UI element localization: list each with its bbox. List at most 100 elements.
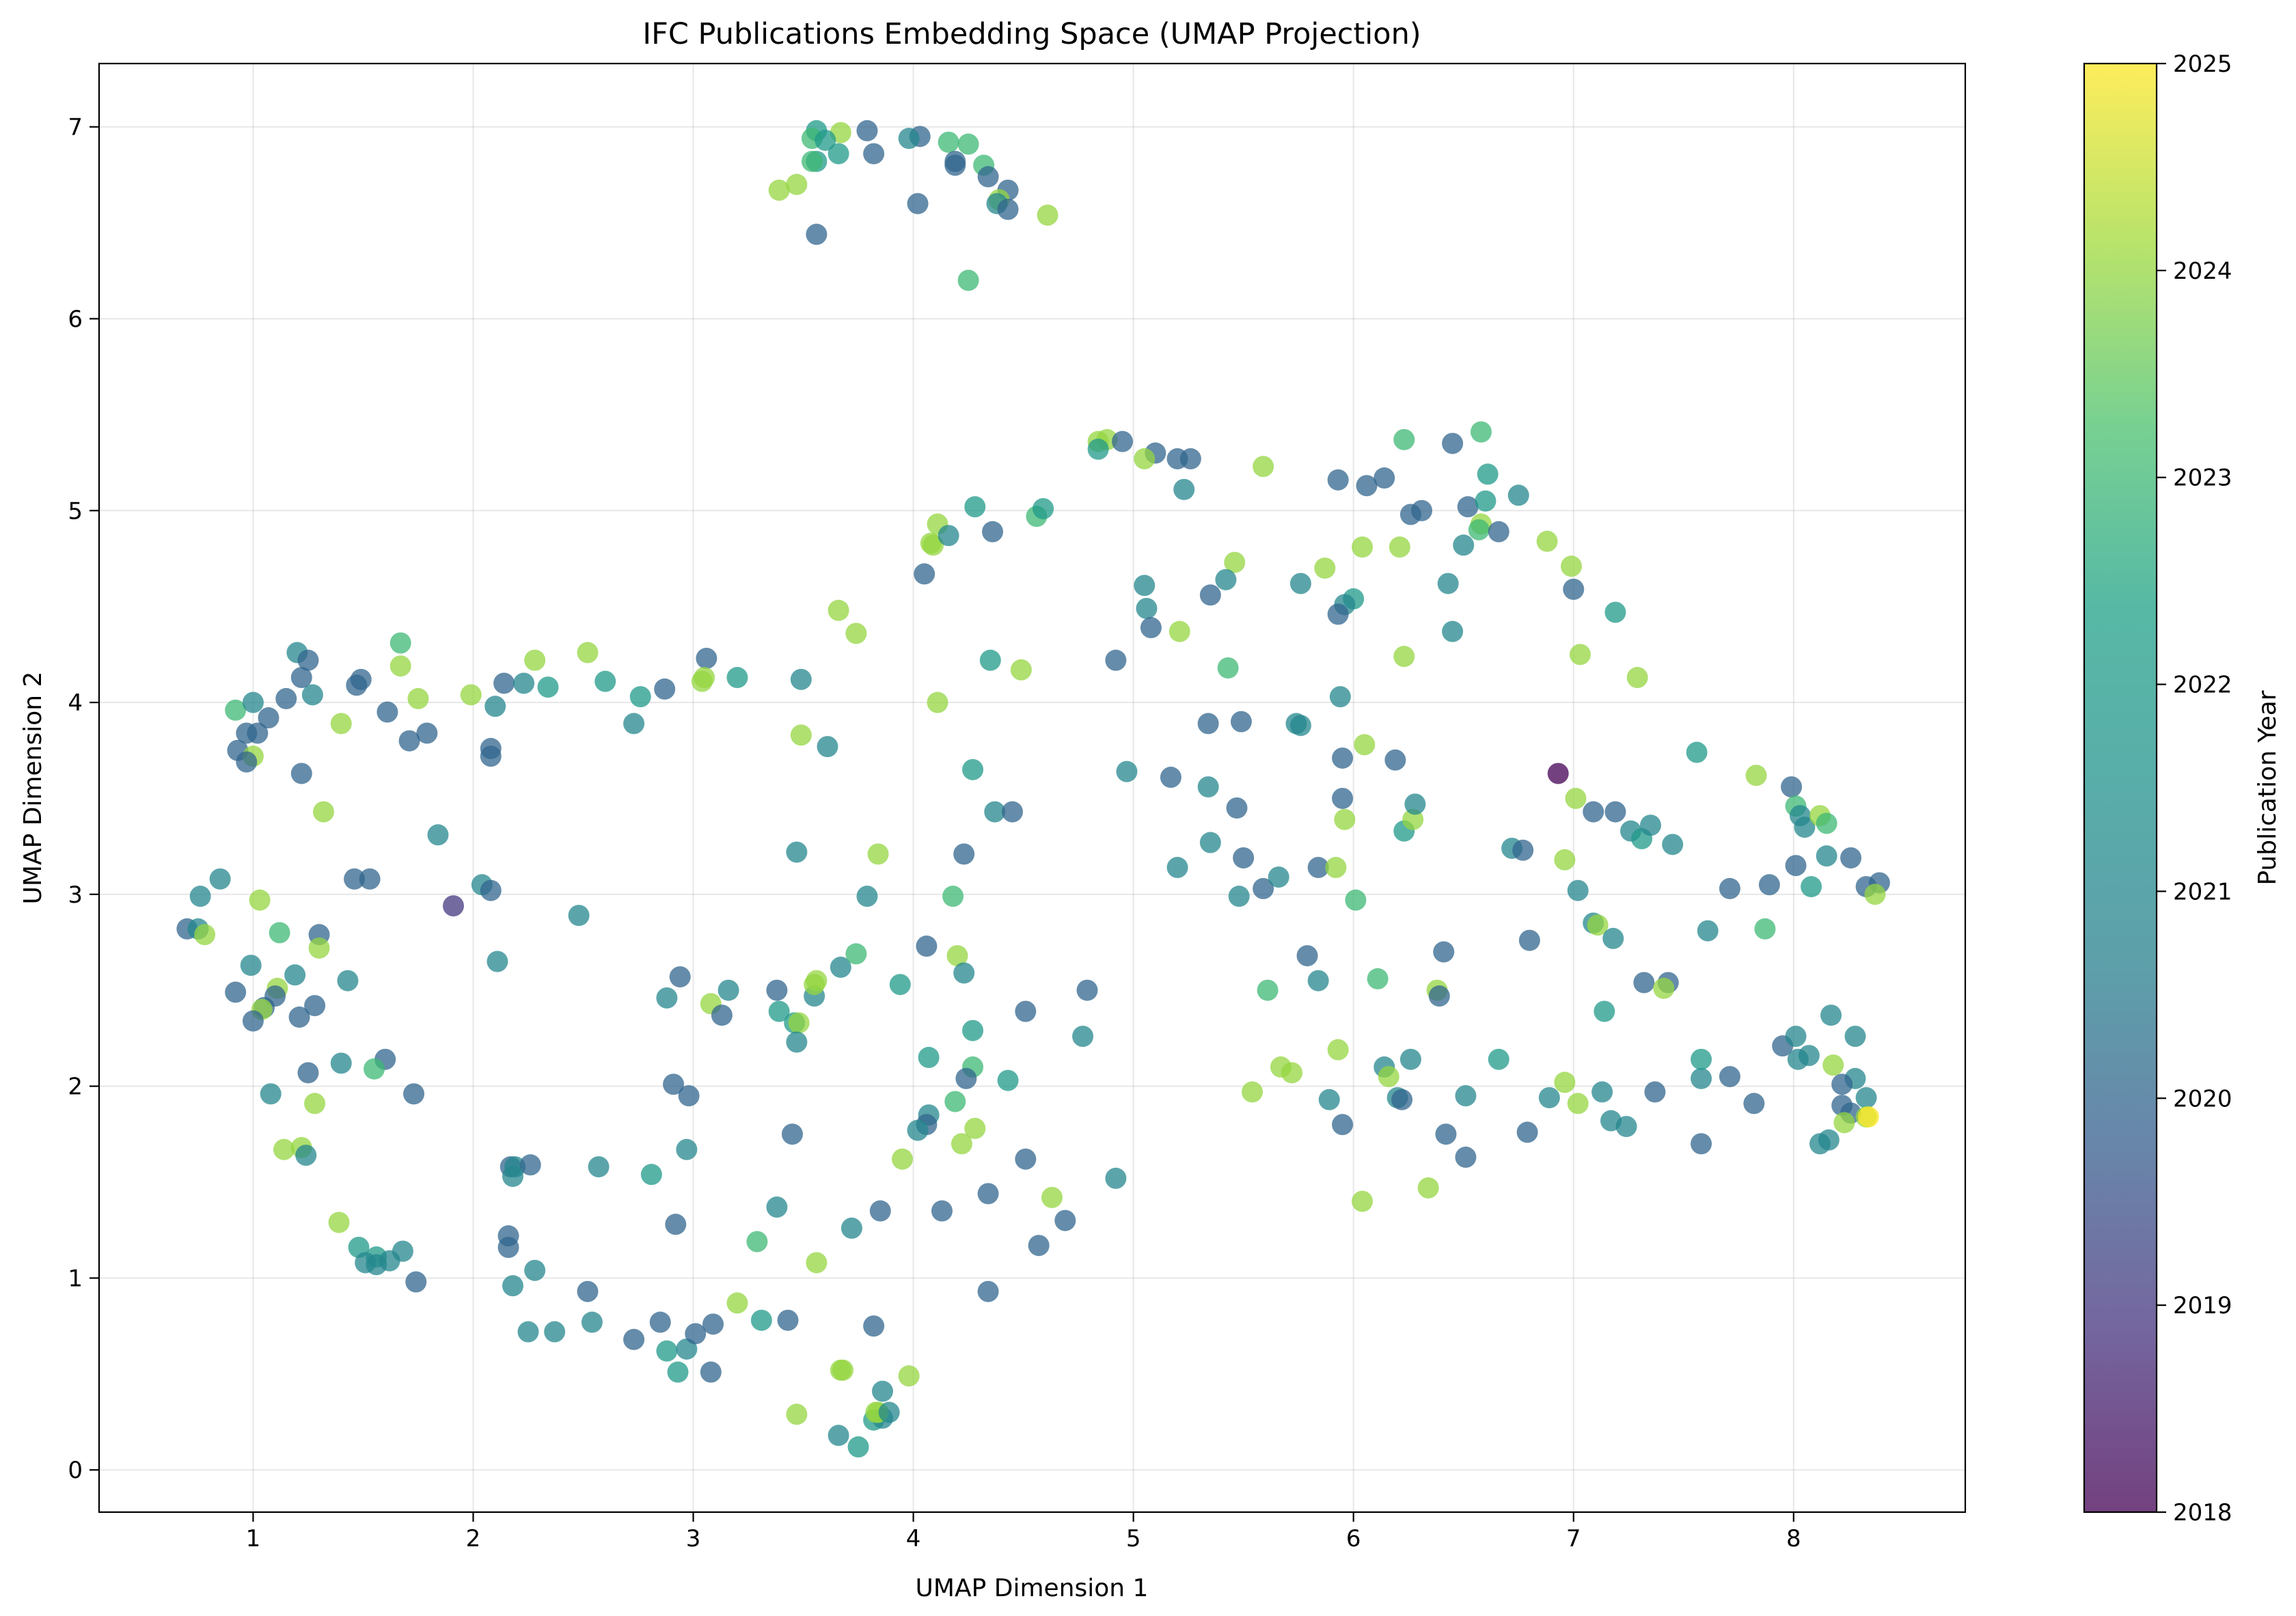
x-axis-ticks: 1 2 3 4 5 6 7 8: [246, 1512, 1801, 1552]
data-point: [869, 1200, 891, 1222]
data-point: [828, 599, 849, 621]
data-point: [337, 970, 359, 991]
data-point: [1228, 886, 1250, 907]
data-point: [667, 1361, 689, 1383]
data-point: [1327, 603, 1349, 625]
data-point: [537, 676, 559, 698]
data-point: [1686, 741, 1708, 763]
data-point: [938, 131, 959, 153]
colorbar-tick-label: 2018: [2173, 1499, 2232, 1526]
data-point: [480, 879, 502, 901]
data-point: [290, 763, 312, 784]
data-point: [249, 889, 271, 911]
data-point: [964, 496, 986, 518]
x-tick-label: 7: [1566, 1525, 1581, 1552]
x-tick-label: 4: [906, 1525, 921, 1552]
data-point: [1470, 421, 1492, 443]
data-point: [1455, 1085, 1477, 1107]
data-point: [898, 128, 920, 150]
data-point: [1691, 1067, 1712, 1089]
data-point: [1488, 1048, 1509, 1070]
data-point: [1653, 977, 1675, 999]
data-point: [1583, 801, 1604, 823]
data-point: [1457, 496, 1479, 518]
data-point: [1433, 941, 1455, 963]
data-point: [297, 649, 319, 671]
data-point: [1257, 979, 1279, 1001]
data-point: [284, 964, 306, 986]
data-point: [1087, 438, 1109, 460]
data-point: [1076, 979, 1098, 1001]
data-point: [907, 1119, 929, 1141]
data-point: [840, 1217, 862, 1239]
colorbar: 2018 2019 2020 2021 2022 2023 2024 2025 Publica…: [2083, 51, 2282, 1526]
data-point: [330, 1052, 352, 1074]
data-point: [1197, 713, 1219, 735]
data-point: [1818, 1129, 1840, 1151]
data-point: [1518, 929, 1540, 951]
colorbar-frame: [2083, 62, 2158, 1514]
data-point: [867, 843, 889, 865]
data-point: [588, 1156, 610, 1178]
data-point: [1719, 1066, 1740, 1088]
data-point: [398, 730, 420, 752]
data-point: [781, 1123, 803, 1145]
data-point: [726, 1292, 748, 1314]
data-point: [1567, 879, 1589, 901]
data-point: [1745, 765, 1767, 786]
data-point: [863, 143, 885, 165]
colorbar-label: Publication Year: [2254, 690, 2282, 885]
data-point: [577, 642, 599, 663]
data-point: [817, 736, 838, 758]
data-point: [1199, 584, 1221, 606]
data-point: [889, 974, 911, 996]
data-point: [1442, 433, 1464, 454]
data-point: [997, 1069, 1019, 1091]
data-point: [377, 701, 398, 723]
data-point: [898, 1365, 920, 1387]
data-point: [1134, 448, 1156, 469]
data-point: [1633, 972, 1655, 994]
data-point: [403, 1083, 425, 1105]
data-point: [242, 691, 264, 713]
data-point: [726, 667, 748, 689]
data-point: [1864, 884, 1886, 905]
x-tick-label: 6: [1346, 1525, 1361, 1552]
data-point: [918, 1047, 940, 1069]
data-point: [1417, 1177, 1439, 1199]
data-point: [1507, 484, 1529, 506]
x-tick-label: 5: [1126, 1525, 1141, 1552]
data-point: [623, 713, 645, 735]
data-point: [1404, 793, 1426, 815]
data-point: [1615, 1116, 1637, 1138]
data-point: [1639, 814, 1661, 836]
data-point: [1816, 845, 1837, 867]
data-point: [815, 129, 836, 151]
data-point: [1384, 749, 1406, 771]
data-point: [1437, 573, 1459, 594]
data-point: [260, 1083, 282, 1105]
data-point: [946, 945, 968, 967]
data-point: [1399, 504, 1421, 525]
data-point: [845, 622, 867, 644]
data-point: [1318, 1088, 1340, 1110]
data-point: [487, 950, 508, 972]
data-point: [1822, 1054, 1844, 1076]
data-point: [944, 154, 966, 176]
data-point: [1787, 1048, 1809, 1070]
data-point: [1242, 1081, 1263, 1103]
data-point: [786, 841, 808, 863]
data-point: [390, 655, 411, 677]
data-point: [1116, 761, 1138, 782]
data-point: [676, 1138, 698, 1160]
data-point: [517, 1321, 539, 1343]
data-point: [997, 198, 1019, 220]
data-point: [953, 962, 975, 984]
data-point: [484, 696, 506, 717]
data-point: [1179, 448, 1201, 469]
data-point: [656, 987, 678, 1009]
data-point: [977, 166, 999, 188]
data-point: [1226, 797, 1248, 819]
data-point: [1367, 968, 1389, 989]
